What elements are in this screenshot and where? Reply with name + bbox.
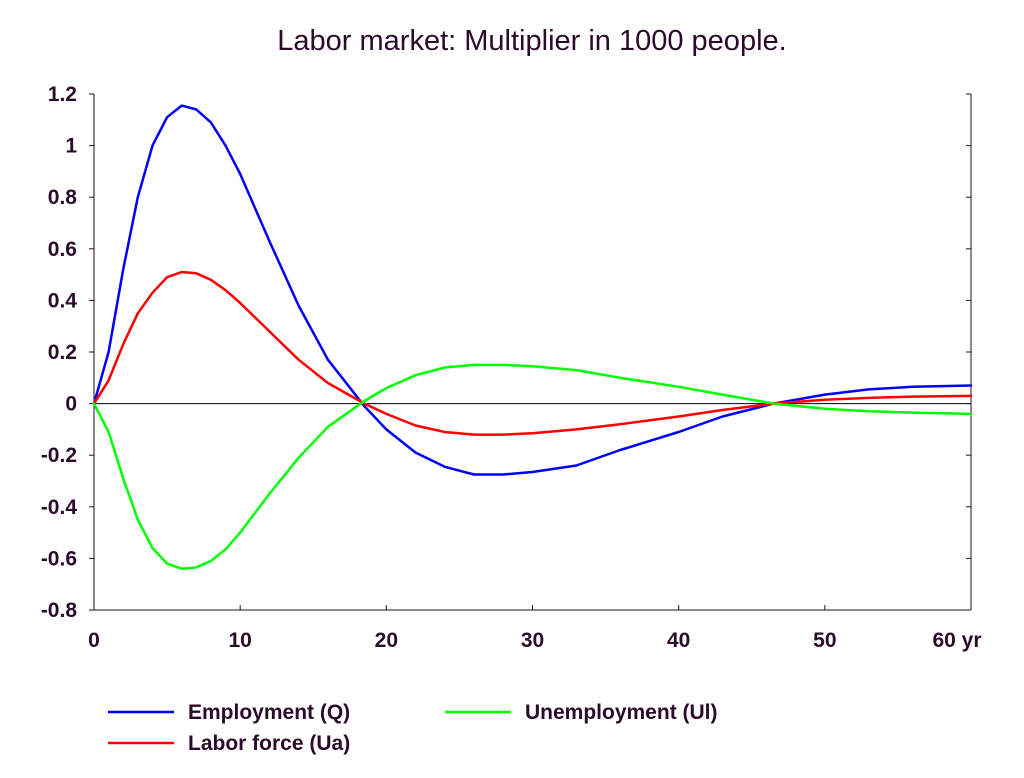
- series-line-labor-force-ua: [92, 270, 973, 436]
- y-tick-label: -0.8: [41, 599, 78, 622]
- y-tick-label: 0.2: [48, 341, 77, 364]
- legend-label: Employment (Q): [188, 701, 350, 724]
- x-tick-label: 10: [228, 629, 251, 652]
- y-tick-label: -0.4: [41, 496, 78, 519]
- x-tick-label: 50: [813, 629, 836, 652]
- x-tick-label: 60 yr: [932, 629, 981, 652]
- axes: 1.2 1 0.8 0.6 0.4 0.2 0 -0.2 -0.4 -0.6 -0.8 0 10 20 30…: [41, 83, 982, 652]
- x-tick-label: 20: [375, 629, 398, 652]
- chart-title: Labor market: Multiplier in 1000 people.: [277, 25, 786, 57]
- x-tick-label: 40: [667, 629, 690, 652]
- x-tick-label: 30: [521, 629, 544, 652]
- series-line-unemployment-ul: [92, 363, 973, 570]
- y-tick-label: 0.4: [48, 289, 78, 312]
- y-tick-label: 1.2: [48, 83, 77, 106]
- y-tick-label: 0.6: [48, 238, 77, 261]
- y-tick-label: 0: [65, 393, 77, 416]
- y-tick-label: 1: [65, 135, 77, 158]
- legend-label: Labor force (Ua): [188, 732, 350, 755]
- legend: Employment (Q) Unemployment (Ul) Labor for…: [108, 701, 718, 755]
- legend-label: Unemployment (Ul): [525, 701, 718, 724]
- y-tick-label: -0.2: [41, 444, 77, 467]
- series-layer: [92, 104, 973, 570]
- x-tick-label: 0: [88, 629, 100, 652]
- y-tick-label: 0.8: [48, 186, 78, 209]
- series-line-employment-q: [92, 104, 973, 476]
- y-tick-label: -0.6: [41, 547, 77, 570]
